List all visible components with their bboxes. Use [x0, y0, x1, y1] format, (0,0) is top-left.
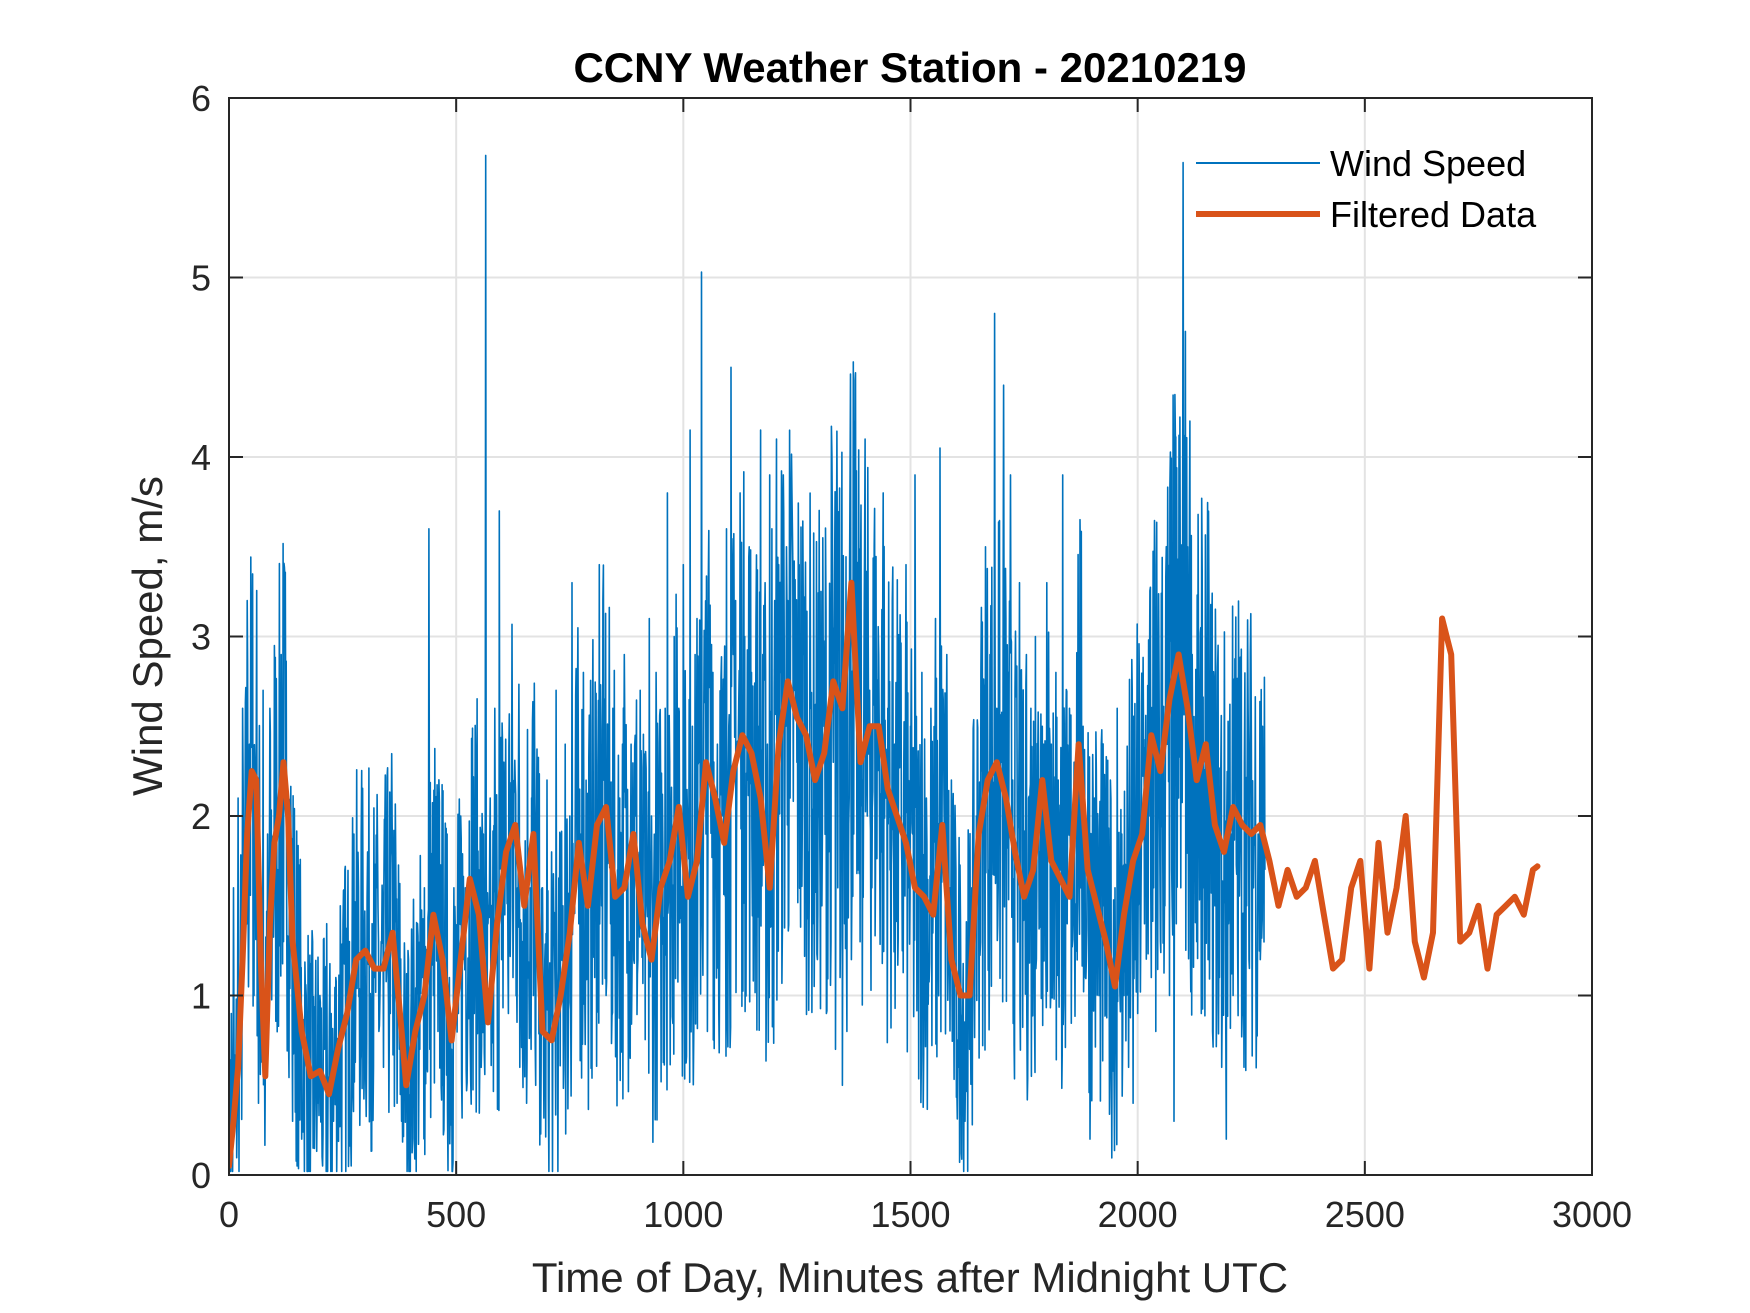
legend: Wind Speed Filtered Data: [1196, 143, 1537, 235]
legend-label-wind-speed: Wind Speed: [1330, 143, 1526, 184]
wind-speed-line: [229, 154, 1266, 1173]
x-tick-label: 0: [219, 1194, 239, 1235]
series-wind-speed: [229, 154, 1266, 1173]
chart-title: CCNY Weather Station - 20210219: [573, 44, 1246, 91]
x-tick-label: 1000: [643, 1194, 723, 1235]
y-tick-label: 1: [191, 976, 211, 1017]
y-tick-label: 4: [191, 437, 211, 478]
legend-label-filtered-data: Filtered Data: [1330, 194, 1537, 235]
x-tick-label: 2500: [1325, 1194, 1405, 1235]
x-tick-labels: 0 500 1000 1500 2000 2500 3000: [219, 1194, 1632, 1235]
y-axis-title: Wind Speed, m/s: [124, 476, 171, 796]
axis-ticks: [228, 97, 1593, 1176]
x-tick-label: 3000: [1552, 1194, 1632, 1235]
y-tick-label: 3: [191, 617, 211, 658]
y-tick-label: 6: [191, 78, 211, 119]
y-tick-label: 2: [191, 796, 211, 837]
y-tick-label: 5: [191, 258, 211, 299]
x-axis-title: Time of Day, Minutes after Midnight UTC: [532, 1254, 1288, 1301]
y-tick-labels: 0 1 2 3 4 5 6: [191, 78, 211, 1196]
x-tick-label: 2000: [1098, 1194, 1178, 1235]
y-tick-label: 0: [191, 1155, 211, 1196]
x-tick-label: 1500: [870, 1194, 950, 1235]
x-tick-label: 500: [426, 1194, 486, 1235]
